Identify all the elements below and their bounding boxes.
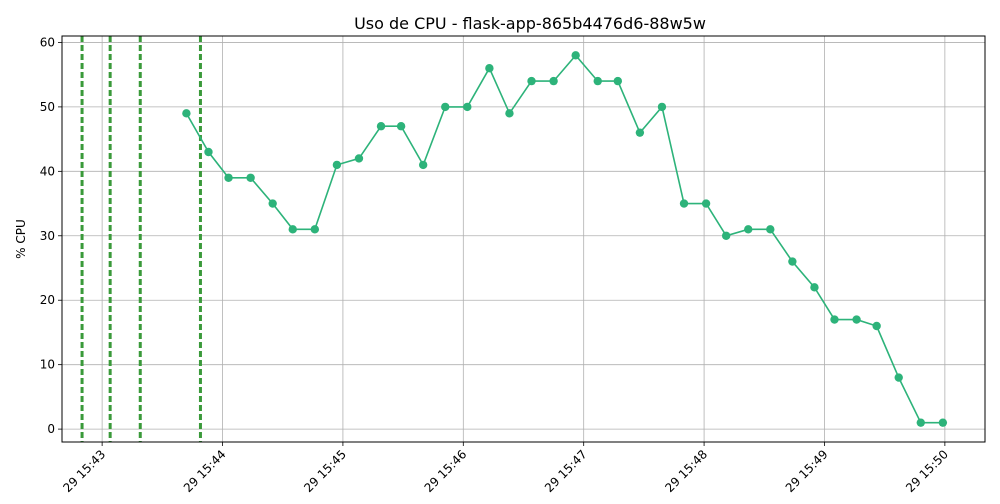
data-point bbox=[463, 103, 471, 111]
y-tick-label: 40 bbox=[40, 164, 55, 178]
event-lines bbox=[82, 36, 200, 442]
x-tick-label: 29 15:45 bbox=[301, 447, 349, 495]
data-point bbox=[636, 128, 644, 136]
y-tick-label: 60 bbox=[40, 35, 55, 49]
x-tick-label: 29 15:46 bbox=[422, 447, 470, 495]
data-point bbox=[355, 154, 363, 162]
data-point bbox=[895, 373, 903, 381]
data-point bbox=[246, 174, 254, 182]
data-point bbox=[268, 199, 276, 207]
data-point bbox=[810, 283, 818, 291]
series bbox=[182, 51, 947, 427]
x-tick-label: 29 15:50 bbox=[903, 447, 951, 495]
data-point bbox=[377, 122, 385, 130]
data-point bbox=[571, 51, 579, 59]
data-point bbox=[917, 418, 925, 426]
data-point bbox=[680, 199, 688, 207]
data-point bbox=[549, 77, 557, 85]
data-point bbox=[830, 315, 838, 323]
data-point bbox=[702, 199, 710, 207]
data-point bbox=[722, 232, 730, 240]
x-tick-label: 29 15:47 bbox=[542, 447, 590, 495]
data-point bbox=[788, 257, 796, 265]
data-point bbox=[614, 77, 622, 85]
x-tick-label: 29 15:44 bbox=[181, 447, 229, 495]
data-point bbox=[311, 225, 319, 233]
data-point bbox=[505, 109, 513, 117]
data-point bbox=[289, 225, 297, 233]
y-tick-label: 30 bbox=[40, 229, 55, 243]
data-point bbox=[485, 64, 493, 72]
chart-title: Uso de CPU - flask-app-865b4476d6-88w5w bbox=[354, 14, 706, 33]
data-point bbox=[852, 315, 860, 323]
data-point bbox=[766, 225, 774, 233]
data-point bbox=[224, 174, 232, 182]
y-tick-label: 20 bbox=[40, 293, 55, 307]
y-tick-label: 10 bbox=[40, 358, 55, 372]
data-point bbox=[204, 148, 212, 156]
data-point bbox=[658, 103, 666, 111]
data-point bbox=[441, 103, 449, 111]
x-tick-label: 29 15:49 bbox=[783, 447, 831, 495]
y-tick-label: 0 bbox=[47, 422, 55, 436]
data-point bbox=[872, 322, 880, 330]
x-tick-label: 29 15:48 bbox=[662, 447, 710, 495]
y-tick-label: 50 bbox=[40, 100, 55, 114]
y-axis-label: % CPU bbox=[14, 219, 28, 259]
data-point bbox=[939, 418, 947, 426]
x-axis: 29 15:43 29 15:44 29 15:45 29 15:46 29 15:47… bbox=[60, 442, 951, 495]
series-line bbox=[186, 55, 943, 422]
data-point bbox=[333, 161, 341, 169]
data-point bbox=[397, 122, 405, 130]
data-point bbox=[182, 109, 190, 117]
data-point bbox=[744, 225, 752, 233]
y-axis: 0 10 20 30 40 50 60 bbox=[40, 35, 62, 436]
data-point bbox=[419, 161, 427, 169]
data-point bbox=[527, 77, 535, 85]
data-point bbox=[594, 77, 602, 85]
x-tick-label: 29 15:43 bbox=[60, 447, 108, 495]
